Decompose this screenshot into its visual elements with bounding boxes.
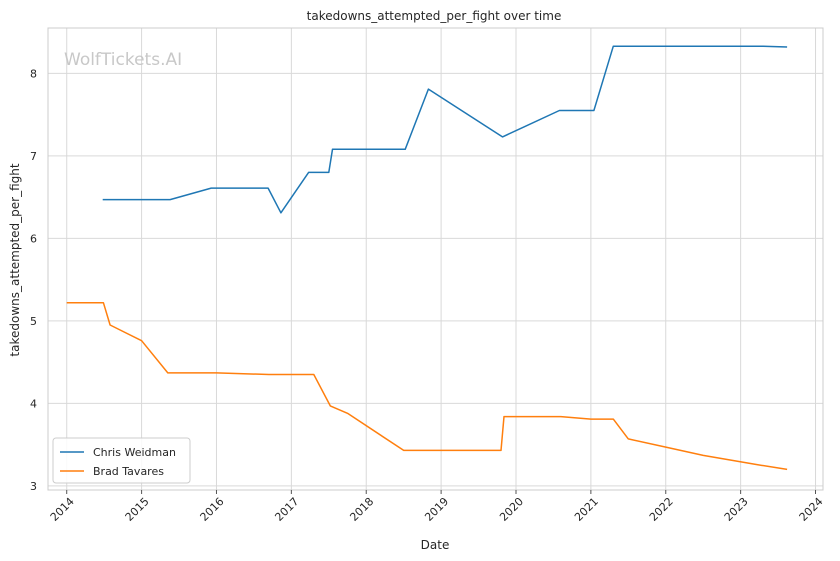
grid	[48, 28, 823, 490]
y-tick-label: 7	[30, 150, 37, 163]
x-tick-label: 2018	[347, 495, 376, 524]
y-tick-label: 3	[30, 480, 37, 493]
y-tick-label: 5	[30, 315, 37, 328]
series-line-chris-weidman	[102, 45, 788, 214]
x-tick-label: 2015	[123, 495, 152, 524]
legend-label-brad-tavares: Brad Tavares	[93, 465, 164, 478]
legend-box	[52, 437, 191, 484]
x-tick-label: 2016	[198, 495, 227, 524]
x-tick-labels: 2014 2015 2016 2017 2018 2019 2020 2021 2022 2023…	[48, 490, 826, 524]
y-tick-label: 6	[30, 232, 37, 245]
x-tick-label: 2024	[797, 495, 826, 524]
watermark: WolfTickets.AI	[64, 50, 182, 70]
x-tick-label: 2019	[422, 495, 451, 524]
y-axis-title: takedowns_attempted_per_fight	[8, 163, 22, 356]
series-lines	[66, 45, 788, 471]
x-axis-title: Date	[421, 538, 450, 552]
x-tick-label: 2022	[647, 495, 676, 524]
x-tick-label: 2020	[497, 495, 526, 524]
legend-label-chris-weidman: Chris Weidman	[93, 446, 176, 459]
x-tick-label: 2021	[572, 495, 601, 524]
x-tick-label: 2017	[272, 495, 301, 524]
x-tick-label: 2023	[722, 495, 751, 524]
plot-frame	[47, 27, 824, 491]
chart-title: takedowns_attempted_per_fight over time	[307, 9, 562, 23]
y-tick-label: 8	[30, 67, 37, 80]
y-tick-labels: 3 4 5 6 7 8	[30, 67, 37, 493]
legend: Chris Weidman Brad Tavares	[52, 437, 191, 484]
y-tick-label: 4	[30, 397, 37, 410]
series-line-brad-tavares	[66, 301, 788, 471]
x-tick-label: 2014	[48, 495, 77, 524]
